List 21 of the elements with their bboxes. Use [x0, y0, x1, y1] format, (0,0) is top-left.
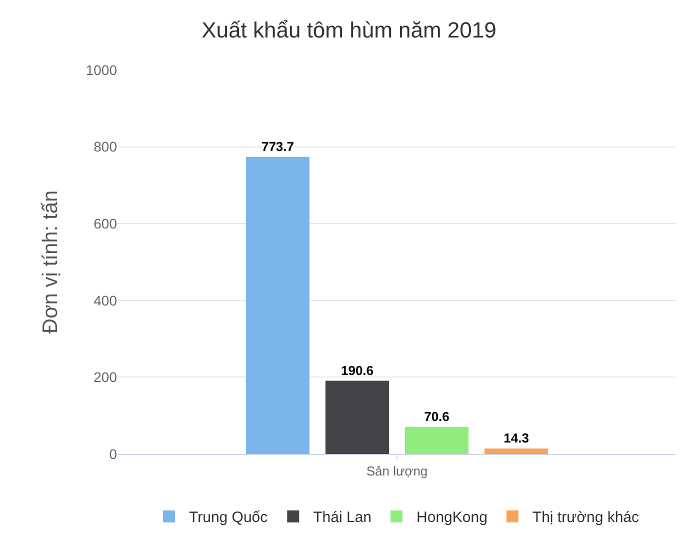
legend-label: Thái Lan [313, 509, 372, 526]
data-label: 70.6 [424, 408, 450, 424]
y-tick-label: 400 [94, 292, 118, 308]
bar [246, 156, 310, 454]
y-tick-label: 1000 [86, 62, 118, 78]
bar [484, 448, 548, 454]
legend-label: Trung Quốc [189, 509, 268, 526]
x-tick-label: Sản lượng [366, 464, 428, 479]
y-axis-title: Đơn vị tính: tấn [38, 190, 62, 334]
y-tick-label: 200 [94, 369, 118, 386]
legend-label: Thị trường khác [532, 509, 640, 526]
y-tick-label: 600 [94, 216, 118, 232]
data-label: 14.3 [504, 430, 529, 446]
bar [404, 426, 469, 454]
y-tick-label: 0 [109, 446, 118, 462]
legend-label: HongKong [416, 509, 488, 526]
bar [325, 380, 390, 454]
chart-title: Xuất khẩu tôm hùm năm 2019 [202, 17, 496, 42]
data-label: 773.7 [261, 138, 294, 154]
y-tick-label: 800 [94, 138, 118, 155]
data-label: 190.6 [340, 362, 374, 378]
